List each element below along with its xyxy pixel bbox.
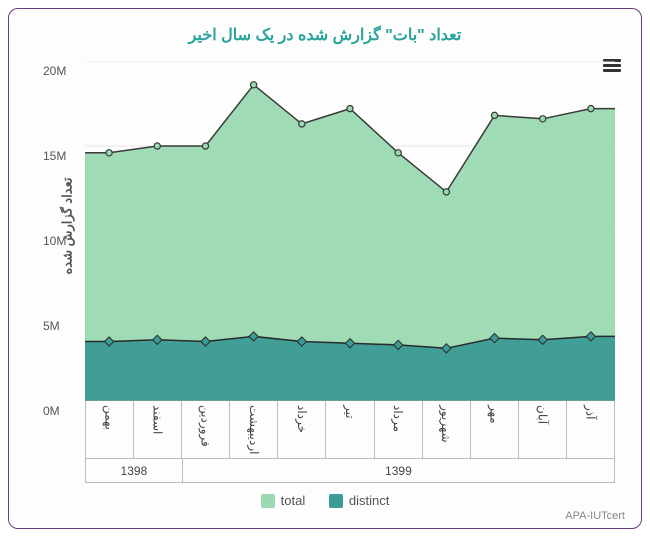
x-tick-label: آذر bbox=[567, 401, 615, 459]
y-tick-label: 20M bbox=[43, 64, 66, 78]
y-tick-label: 15M bbox=[43, 149, 66, 163]
chart-card: تعداد "بات" گزارش شده در یک سال اخیر تعد… bbox=[8, 8, 642, 529]
x-tick-label: آبان bbox=[519, 401, 567, 459]
x-tick-label: خرداد bbox=[278, 401, 326, 459]
y-tick-label: 10M bbox=[43, 234, 66, 248]
chart-title: تعداد "بات" گزارش شده در یک سال اخیر bbox=[25, 25, 625, 45]
legend-label: distinct bbox=[349, 493, 389, 508]
x-tick-label: مهر bbox=[471, 401, 519, 459]
x-tick-label: اسفند bbox=[134, 401, 182, 459]
legend-label: total bbox=[281, 493, 306, 508]
x-tick-label: فروردین bbox=[182, 401, 230, 459]
year-group-label: 1399 bbox=[183, 459, 615, 483]
y-tick-label: 0M bbox=[43, 404, 60, 418]
x-tick-label: بهمن bbox=[86, 401, 134, 459]
x-tick-label: اردیبهشت bbox=[230, 401, 278, 459]
y-axis-title: تعداد گزارش شده bbox=[60, 178, 76, 275]
legend: total distinct bbox=[25, 493, 625, 511]
x-axis-year-row: 13981399 bbox=[85, 459, 615, 483]
legend-item-distinct: distinct bbox=[329, 493, 389, 508]
chart-svg bbox=[85, 61, 615, 401]
x-axis-labels: بهمناسفندفروردیناردیبهشتخردادتیرمردادشهر… bbox=[85, 401, 615, 459]
x-tick-label: تیر bbox=[326, 401, 374, 459]
legend-swatch bbox=[329, 494, 343, 508]
year-group-label: 1398 bbox=[86, 459, 183, 483]
credit-label: APA-IUTcert bbox=[565, 510, 625, 522]
x-tick-label: مرداد bbox=[375, 401, 423, 459]
x-axis-zone: بهمناسفندفروردیناردیبهشتخردادتیرمردادشهر… bbox=[85, 401, 615, 483]
legend-item-total: total bbox=[261, 493, 306, 508]
y-tick-label: 5M bbox=[43, 319, 60, 333]
x-tick-label: شهریور bbox=[423, 401, 471, 459]
plot-area: 0M5M10M15M20M bbox=[85, 61, 615, 401]
legend-swatch bbox=[261, 494, 275, 508]
plot-wrap: تعداد گزارش شده 0M5M10M15M20M bbox=[25, 51, 625, 401]
